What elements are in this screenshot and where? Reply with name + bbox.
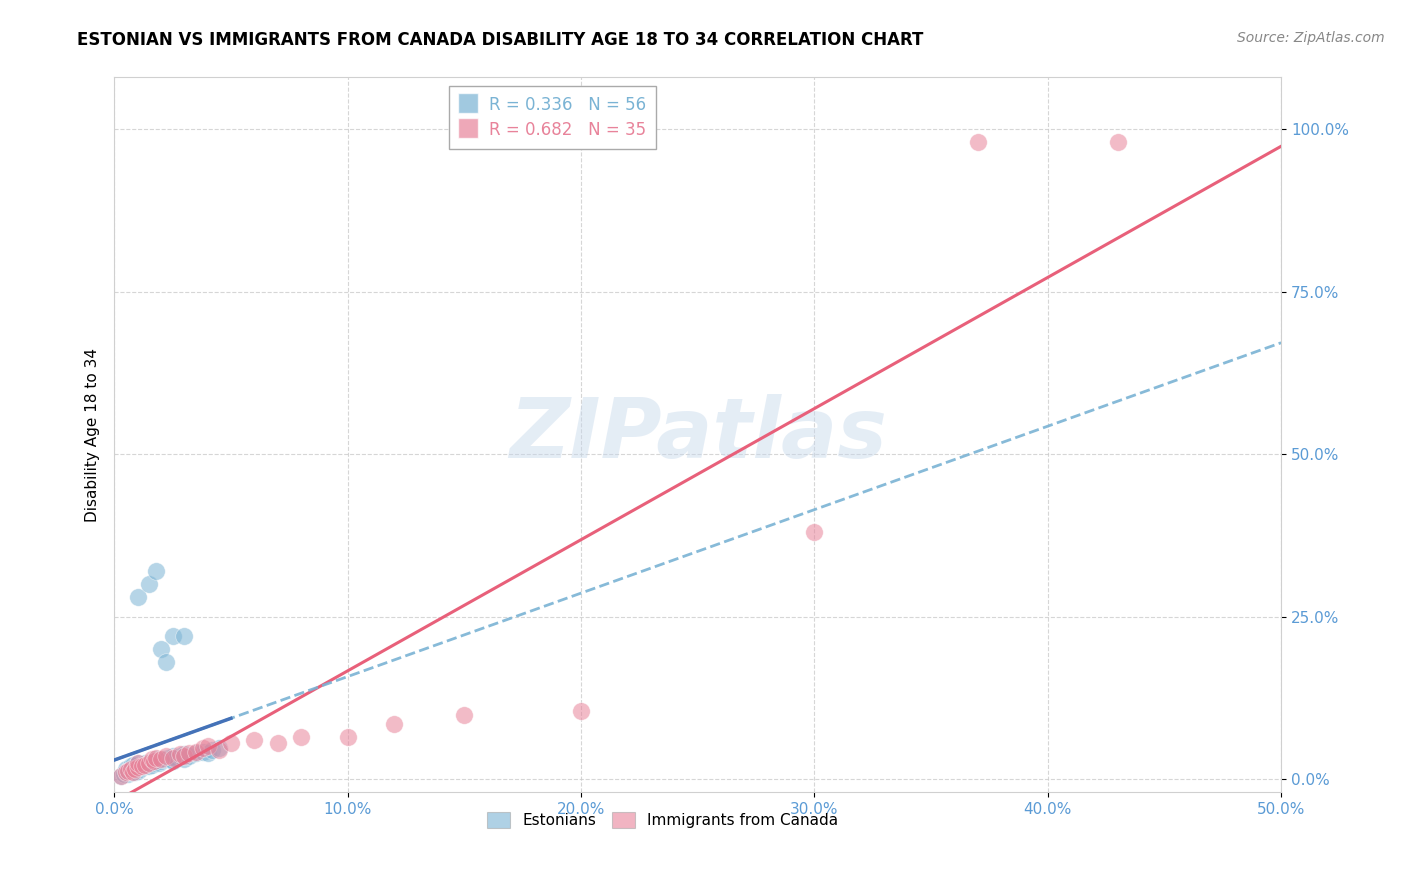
Point (138, 756, 160, 770)
Point (138, 577, 160, 591)
Point (156, 751, 179, 765)
Point (121, 760, 143, 774)
Point (138, 756, 160, 770)
Point (159, 752, 181, 766)
Point (120, 765, 142, 780)
Point (152, 752, 174, 766)
Point (121, 757, 143, 772)
Point (127, 590, 149, 604)
Point (117, 764, 139, 779)
Point (169, 747, 191, 762)
Point (162, 749, 184, 764)
Point (120, 762, 142, 776)
Point (121, 764, 143, 779)
Point (112, 766, 135, 780)
Text: ZIPatlas: ZIPatlas (509, 394, 887, 475)
Point (141, 757, 163, 772)
Text: ESTONIAN VS IMMIGRANTS FROM CANADA DISABILITY AGE 18 TO 34 CORRELATION CHART: ESTONIAN VS IMMIGRANTS FROM CANADA DISAB… (77, 31, 924, 49)
Point (155, 752, 177, 766)
Point (120, 759, 142, 773)
Point (134, 756, 156, 770)
Point (453, 708, 475, 723)
Point (127, 764, 149, 779)
Point (121, 765, 143, 780)
Point (134, 757, 156, 772)
Point (191, 745, 214, 759)
Point (197, 739, 219, 754)
Point (1107, 136, 1129, 150)
Point (127, 760, 149, 774)
Point (173, 749, 195, 764)
Point (124, 762, 146, 776)
Point (128, 762, 150, 776)
Point (131, 759, 153, 773)
Point (201, 743, 224, 757)
Point (128, 759, 150, 773)
Point (208, 743, 231, 757)
Point (177, 746, 200, 760)
Point (173, 629, 195, 643)
Point (184, 746, 207, 760)
Point (149, 754, 172, 768)
Point (127, 756, 149, 770)
Point (382, 716, 405, 731)
Point (208, 740, 231, 755)
Point (131, 760, 153, 774)
Point (569, 704, 592, 718)
Point (148, 756, 170, 770)
Point (127, 760, 149, 774)
Point (966, 136, 988, 150)
Point (290, 730, 312, 744)
Text: Source: ZipAtlas.com: Source: ZipAtlas.com (1237, 31, 1385, 45)
Point (155, 655, 177, 669)
Point (173, 747, 195, 762)
Point (141, 752, 163, 766)
Point (197, 746, 219, 760)
Point (169, 749, 191, 764)
Point (243, 733, 266, 747)
Point (219, 736, 242, 750)
Point (162, 751, 184, 765)
Point (149, 642, 172, 657)
Point (173, 752, 195, 766)
Point (135, 757, 157, 772)
Point (124, 765, 146, 780)
Point (138, 759, 160, 773)
Point (134, 759, 156, 773)
Point (177, 749, 200, 764)
Point (266, 736, 288, 750)
Point (191, 740, 214, 755)
Point (127, 756, 149, 770)
Point (145, 754, 167, 768)
Point (115, 765, 138, 780)
Point (803, 525, 825, 540)
Point (142, 756, 165, 770)
Point (117, 764, 139, 779)
Point (184, 745, 207, 759)
Point (155, 749, 177, 764)
Y-axis label: Disability Age 18 to 34: Disability Age 18 to 34 (86, 348, 100, 522)
Point (142, 754, 165, 768)
Point (120, 762, 142, 776)
Point (163, 751, 186, 765)
Point (162, 629, 184, 643)
Point (131, 757, 153, 772)
Point (115, 765, 138, 780)
Point (110, 769, 132, 783)
Point (115, 762, 138, 776)
Legend: Estonians, Immigrants from Canada: Estonians, Immigrants from Canada (481, 806, 844, 834)
Point (336, 730, 359, 744)
Point (117, 766, 139, 780)
Point (162, 754, 184, 768)
Point (110, 769, 132, 783)
Point (124, 762, 146, 776)
Point (145, 751, 167, 765)
Point (145, 752, 167, 766)
Point (145, 564, 167, 578)
Point (149, 752, 172, 766)
Point (124, 759, 146, 773)
